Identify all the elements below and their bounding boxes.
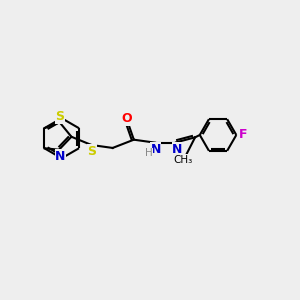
Text: F: F [238, 128, 247, 142]
Text: O: O [122, 112, 132, 125]
Text: S: S [88, 145, 97, 158]
Text: N: N [55, 150, 66, 163]
Text: CH₃: CH₃ [174, 155, 193, 165]
Text: S: S [55, 110, 64, 123]
Text: N: N [172, 142, 183, 156]
Text: H: H [145, 148, 152, 158]
Text: N: N [150, 142, 161, 156]
